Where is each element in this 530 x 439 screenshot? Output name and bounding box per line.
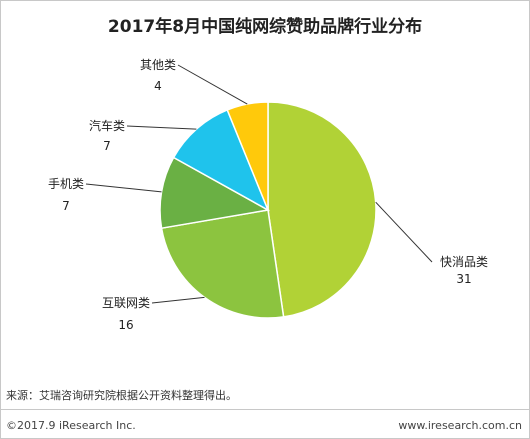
pie-slice [160,209,285,319]
category-label: 汽车类 [89,118,125,133]
leader-line [151,296,205,304]
copyright-text: ©2017.9 iResearch Inc. [6,419,136,432]
value-label: 4 [154,79,162,93]
value-label: 31 [456,272,471,286]
value-label: 16 [118,318,133,332]
pie-slice [172,108,270,212]
leader-line [375,201,433,263]
pie-slice [267,101,377,318]
pie-slice [159,156,271,230]
value-label: 7 [103,139,111,153]
pie-slice [226,101,269,211]
footer-divider [0,409,530,410]
leader-line [85,183,162,193]
leader-line [126,125,197,130]
website-url: www.iresearch.com.cn [398,419,522,432]
leader-line [177,64,248,105]
value-label: 7 [62,199,70,213]
chart-title: 2017年8月中国纯网综赞助品牌行业分布 [107,17,423,37]
category-label: 快消品类 [440,255,488,269]
category-label: 手机类 [48,177,84,191]
category-label: 其他类 [140,58,176,72]
source-note: 来源：艾瑞咨询研究院根据公开资料整理得出。 [6,389,237,402]
category-label: 互联网类 [102,296,150,310]
